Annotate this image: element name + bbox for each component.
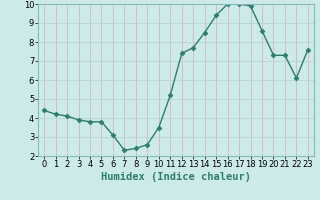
X-axis label: Humidex (Indice chaleur): Humidex (Indice chaleur): [101, 172, 251, 182]
